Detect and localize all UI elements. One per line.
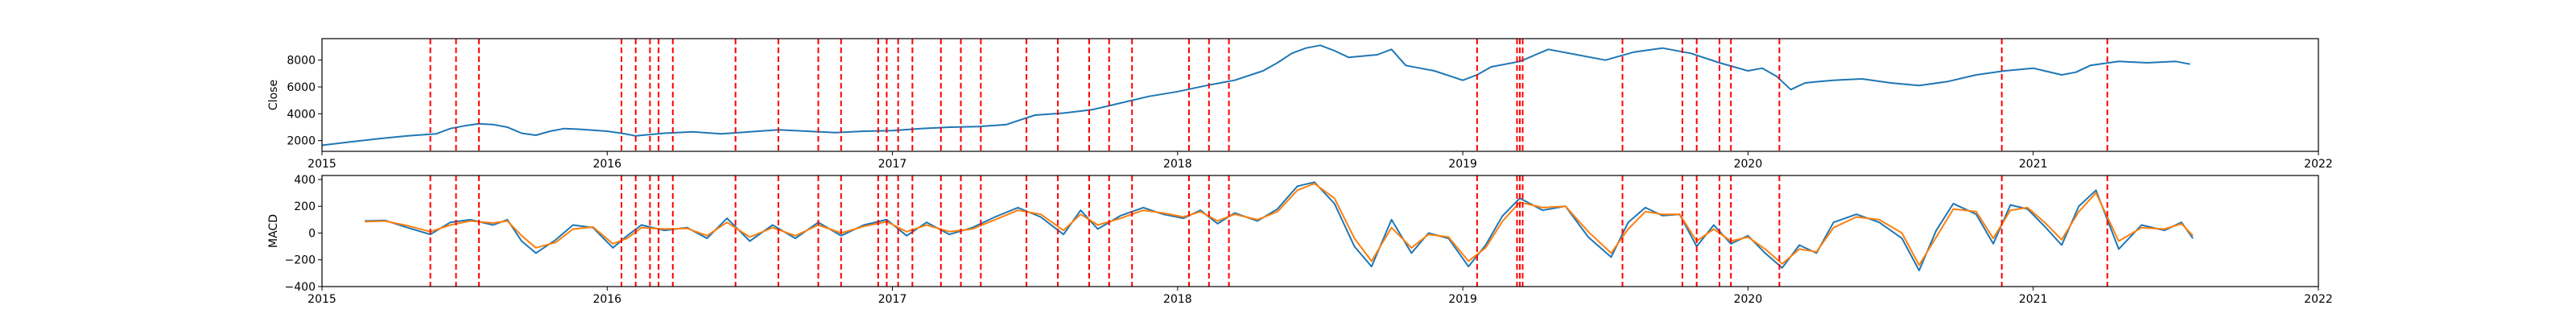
macd-x-tick-label-5: 2020 bbox=[1734, 293, 1763, 306]
close-y-tick-label-0: 2000 bbox=[287, 135, 316, 148]
macd-plot-elements bbox=[365, 175, 2194, 287]
close-x-tick-label-5: 2020 bbox=[1734, 158, 1763, 171]
close-axis-ticks: 2015 2016 2017 2018 2019 2020 2021 2022 2000 4000… bbox=[287, 55, 2332, 171]
macd-x-tick-label-7: 2022 bbox=[2304, 293, 2333, 306]
macd-x-tick-label-0: 2015 bbox=[308, 293, 336, 306]
macd-axes-frame bbox=[321, 175, 2319, 287]
macd-y-tick-label-4: 400 bbox=[294, 174, 316, 187]
macd-series-line-1 bbox=[365, 183, 2194, 266]
close-y-tick-label-3: 8000 bbox=[287, 55, 316, 68]
close-x-tick-label-0: 2015 bbox=[308, 158, 336, 171]
macd-y-axis-label: MACD bbox=[267, 214, 280, 248]
close-x-tick-label-2: 2017 bbox=[878, 158, 907, 171]
macd-x-tick-label-2: 2017 bbox=[878, 293, 907, 306]
close-x-tick-label-7: 2022 bbox=[2304, 158, 2333, 171]
macd-panel: 2015 2016 2017 2018 2019 2020 2021 2022 −400 −200… bbox=[267, 174, 2333, 306]
macd-y-tick-label-2: 0 bbox=[308, 227, 316, 240]
macd-y-tick-label-0: −400 bbox=[285, 281, 316, 294]
macd-axis-ticks: 2015 2016 2017 2018 2019 2020 2021 2022 −400 −200… bbox=[285, 174, 2333, 306]
macd-y-tick-label-1: −200 bbox=[285, 254, 316, 267]
close-x-tick-label-3: 2018 bbox=[1163, 158, 1192, 171]
macd-y-tick-label-3: 200 bbox=[294, 200, 316, 213]
close-y-tick-label-1: 4000 bbox=[287, 108, 316, 121]
close-x-tick-label-6: 2021 bbox=[2019, 158, 2048, 171]
macd-x-tick-label-6: 2021 bbox=[2019, 293, 2048, 306]
macd-x-tick-label-4: 2019 bbox=[1448, 293, 1477, 306]
close-series-line-0 bbox=[321, 44, 2190, 147]
close-price-panel: 2015 2016 2017 2018 2019 2020 2021 2022 2000 4000… bbox=[267, 38, 2333, 171]
close-y-axis-label: Close bbox=[267, 80, 280, 110]
close-x-tick-label-1: 2016 bbox=[592, 158, 621, 171]
close-y-tick-label-2: 6000 bbox=[287, 81, 316, 94]
close-axes-frame bbox=[321, 38, 2319, 152]
macd-x-tick-label-3: 2018 bbox=[1163, 293, 1192, 306]
close-x-tick-label-4: 2019 bbox=[1448, 158, 1477, 171]
close-plot-elements bbox=[321, 39, 2190, 151]
macd-x-tick-label-1: 2016 bbox=[592, 293, 621, 306]
